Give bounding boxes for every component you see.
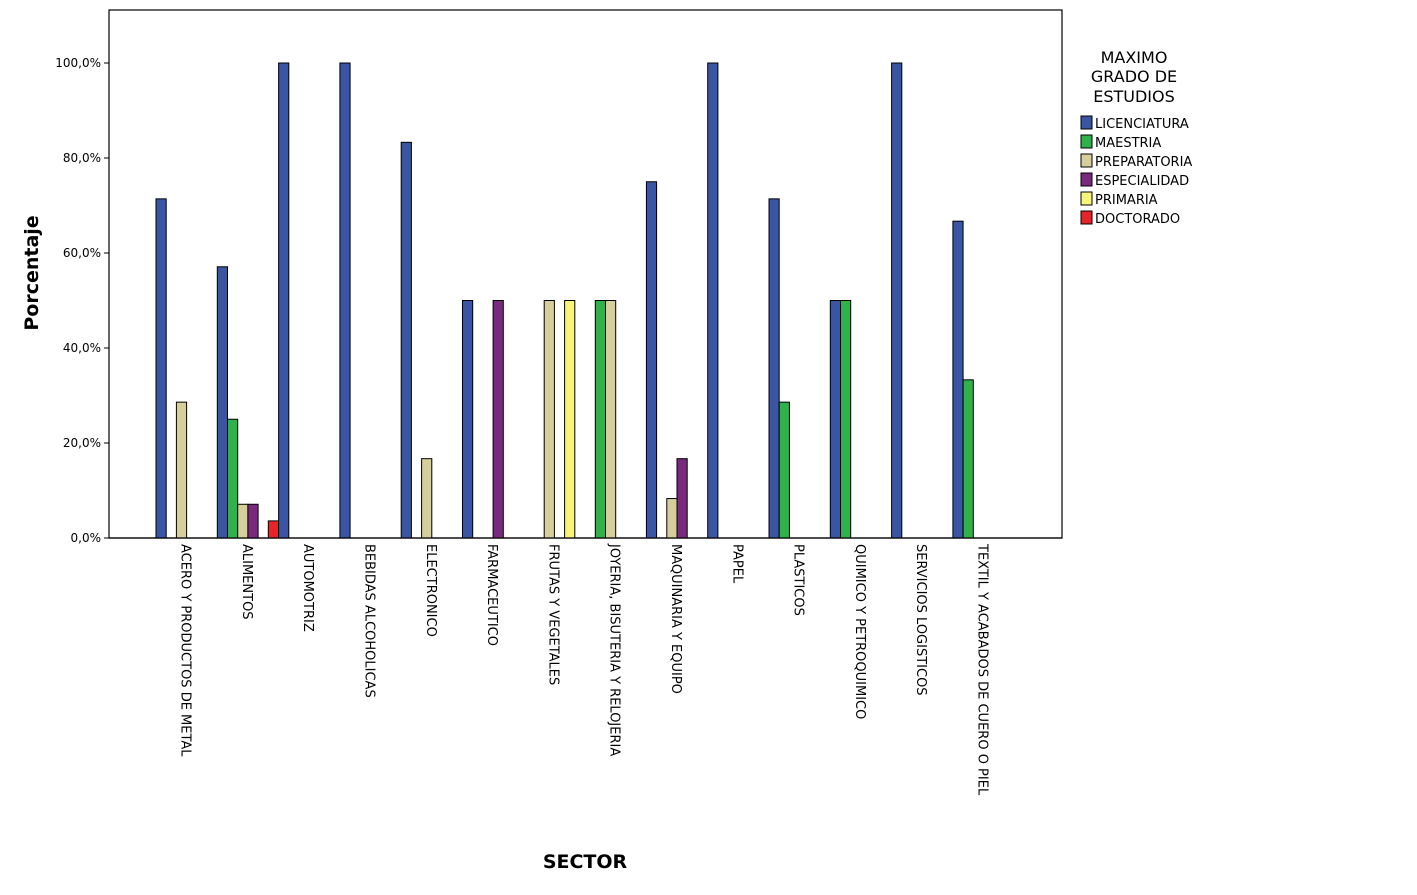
bar-licenciatura-11 — [768, 198, 780, 539]
x-tick-label: TEXTIL Y ACABADOS DE CUERO O PIEL — [975, 543, 990, 796]
legend-title-line-2: GRADO DE — [1091, 67, 1177, 86]
legend-label-licenciatura: LICENCIATURA — [1095, 117, 1189, 132]
y-tick-label: 100,0% — [55, 56, 101, 70]
x-axis-title: SECTOR — [543, 851, 628, 873]
legend-label-primaria: PRIMARIA — [1095, 193, 1158, 208]
bar-preparatoria-9 — [666, 498, 678, 539]
bar-licenciatura-3 — [278, 62, 290, 539]
x-tick-label: QUIMICO Y PETROQUIMICO — [852, 544, 867, 719]
legend: MAXIMO GRADO DE ESTUDIOS LICENCIATURA MAE… — [1080, 48, 1192, 227]
y-tick-label: 40,0% — [63, 341, 101, 355]
x-tick-label: FRUTAS Y VEGETALES — [545, 544, 560, 685]
y-axis-title: Porcentaje — [21, 215, 43, 330]
bar-licenciatura-14 — [952, 220, 964, 539]
bar-licenciatura-2 — [216, 266, 229, 539]
x-axis: ACERO Y PRODUCTOS DE METAL ALIMENTOS AUTOM… — [109, 537, 1062, 796]
x-tick-label: ELECTRONICO — [423, 544, 438, 637]
x-tick-label: AUTOMOTRIZ — [300, 544, 315, 632]
bar-doctorado-2 — [267, 520, 279, 539]
bar-maestria-8 — [594, 300, 606, 539]
bar-primaria-7 — [564, 300, 576, 539]
bar-maestria-11 — [778, 401, 790, 539]
legend-label-maestria: MAESTRIA — [1095, 136, 1161, 151]
y-tick-label: 80,0% — [63, 151, 101, 165]
plot-frame — [108, 9, 1063, 539]
bar-licenciatura-1 — [155, 198, 167, 539]
bar-especialidad-9 — [676, 458, 688, 539]
bar-preparatoria-7 — [543, 300, 555, 539]
y-tick-label: 60,0% — [63, 246, 101, 260]
bar-licenciatura-10 — [707, 62, 719, 539]
x-tick-label: JOYERIA, BISUTERIA Y RELOJERIA — [607, 543, 622, 756]
legend-label-doctorado: DOCTORADO — [1095, 212, 1180, 227]
x-tick-label: ALIMENTOS — [239, 544, 254, 620]
x-tick-label: PAPEL — [729, 544, 744, 584]
x-tick-label: MAQUINARIA Y EQUIPO — [668, 544, 683, 694]
y-axis: 0,0% 20,0% 40,0% 60,0% 80,0% 100,0% — [55, 56, 109, 545]
x-tick-label: BEBIDAS ALCOHOLICAS — [362, 544, 377, 698]
bar-preparatoria-1 — [175, 401, 188, 539]
bar-especialidad-2 — [247, 503, 259, 539]
x-tick-label: FARMACEUTICO — [484, 544, 499, 646]
legend-swatch-maestria — [1080, 134, 1093, 149]
legend-swatch-primaria — [1080, 191, 1093, 206]
x-tick-label: PLASTICOS — [791, 544, 806, 616]
legend-swatch-preparatoria — [1080, 153, 1093, 168]
bar-licenciatura-4 — [339, 62, 351, 539]
x-tick-label: ACERO Y PRODUCTOS DE METAL — [178, 544, 193, 757]
bar-preparatoria-5 — [421, 458, 433, 539]
bar-preparatoria-2 — [237, 503, 249, 539]
legend-items: LICENCIATURA MAESTRIA PREPARATORIA ESPECIAL… — [1080, 115, 1192, 227]
bar-maestria-2 — [227, 418, 239, 539]
bar-licenciatura-5 — [400, 141, 412, 539]
y-tick-label: 0,0% — [71, 531, 102, 545]
x-tick-label: SERVICIOS LOGISTICOS — [913, 544, 928, 696]
legend-title-line-1: MAXIMO — [1101, 48, 1168, 67]
bar-especialidad-6 — [492, 300, 504, 539]
legend-label-especialidad: ESPECIALIDAD — [1095, 174, 1189, 189]
legend-label-preparatoria: PREPARATORIA — [1095, 155, 1192, 170]
bar-maestria-14 — [962, 379, 974, 539]
bar-licenciatura-6 — [462, 300, 474, 539]
bar-preparatoria-8 — [605, 300, 617, 539]
legend-title-line-3: ESTUDIOS — [1093, 87, 1175, 106]
y-tick-label: 20,0% — [63, 436, 101, 450]
bar-licenciatura-13 — [891, 62, 903, 539]
legend-swatch-doctorado — [1080, 210, 1093, 225]
bar-licenciatura-12 — [829, 300, 841, 539]
legend-swatch-licenciatura — [1080, 115, 1093, 130]
bar-licenciatura-9 — [645, 181, 658, 539]
bars — [155, 62, 974, 539]
legend-swatch-especialidad — [1080, 172, 1093, 187]
bar-maestria-12 — [840, 300, 852, 539]
